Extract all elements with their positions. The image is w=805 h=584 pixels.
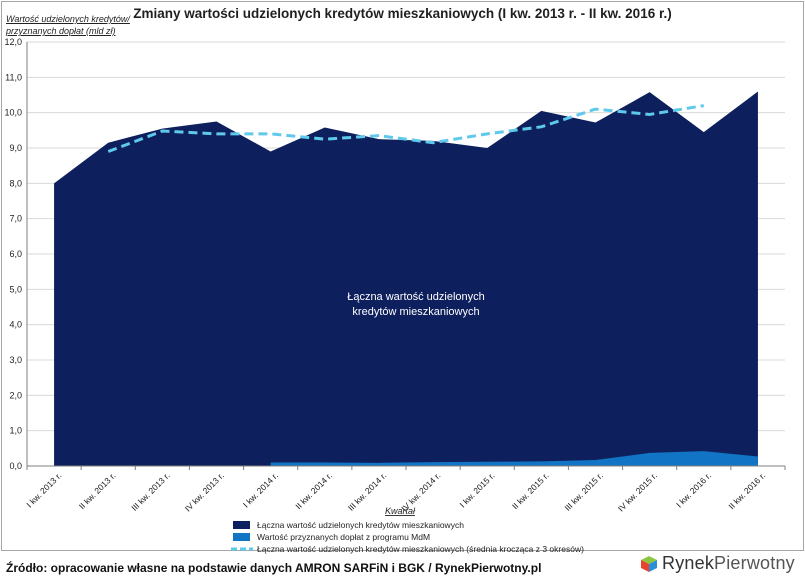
- x-tick-label: I kw. 2013 r.: [24, 470, 63, 509]
- logo-text-part2: Pierwotny: [714, 553, 795, 573]
- line-series: [107, 104, 705, 153]
- y-axis-label-line2: przyznanych dopłat (mld zł): [6, 26, 116, 36]
- y-tick-label: 2,0: [9, 390, 22, 400]
- x-tick-label: II kw. 2014 r.: [293, 470, 334, 511]
- y-axis-label-line1: Wartość udzielonych kredytów/: [6, 14, 130, 24]
- y-tick-label: 5,0: [9, 284, 22, 294]
- y-tick-labels: 0,0 1,0 2,0 3,0 4,0 5,0 6,0 7,0 8,0 9,0 10,0 11,0 12…: [4, 37, 22, 471]
- line-moving-average: [107, 104, 705, 153]
- x-tick-label: I kw. 2015 r.: [457, 470, 496, 509]
- area-series: [54, 91, 758, 466]
- y-tick-label: 6,0: [9, 249, 22, 259]
- logo[interactable]: RynekPierwotny: [640, 553, 795, 574]
- area-annotation-line1: Łączna wartość udzielonych: [347, 291, 485, 303]
- area-annotation-line2: kredytów mieszkaniowych: [352, 306, 479, 318]
- chart-title: Zmiany wartości udzielonych kredytów mie…: [133, 6, 672, 21]
- area-total-credit: [54, 91, 758, 466]
- y-tick-label: 10,0: [4, 108, 22, 118]
- x-axis-label: Kwartał: [385, 506, 416, 516]
- y-tick-label: 9,0: [9, 143, 22, 153]
- y-tick-label: 8,0: [9, 178, 22, 188]
- axes: [26, 42, 786, 470]
- legend-swatch-total: [233, 521, 250, 529]
- x-tick-label: II kw. 2016 r.: [727, 470, 768, 511]
- area-mdm-subsidies: [270, 451, 758, 466]
- legend-label: Łączna wartość udzielonych kredytów mies…: [257, 520, 464, 530]
- logo-text-part1: Rynek: [662, 553, 715, 573]
- x-tick-label: III kw. 2015 r.: [562, 470, 604, 512]
- x-tick-label: III kw. 2013 r.: [129, 470, 171, 512]
- x-tick-label: I kw. 2016 r.: [674, 470, 713, 509]
- y-tick-label: 12,0: [4, 37, 22, 47]
- y-tick-label: 1,0: [9, 426, 22, 436]
- y-axis-label: Wartość udzielonych kredytów/ przyznanyc…: [6, 13, 130, 37]
- logo-text: RynekPierwotny: [662, 553, 795, 574]
- source-note: Źródło: opracowanie własne na podstawie …: [6, 561, 542, 575]
- y-tick-label: 4,0: [9, 320, 22, 330]
- x-tick-label: III kw. 2014 r.: [346, 470, 388, 512]
- x-tick-label: IV kw. 2015 r.: [616, 470, 659, 513]
- legend-label: Wartość przyznanych dopłat z programu Md…: [257, 532, 430, 542]
- logo-cube-icon: [641, 555, 657, 572]
- y-tick-label: 11,0: [5, 72, 22, 82]
- x-tick-label: IV kw. 2013 r.: [183, 470, 226, 513]
- y-tick-label: 7,0: [9, 214, 22, 224]
- legend-swatch-mdm: [233, 533, 250, 541]
- legend: Łączna wartość udzielonych kredytów mies…: [231, 520, 584, 554]
- y-tick-label: 3,0: [9, 355, 22, 365]
- x-tick-label: II kw. 2015 r.: [510, 470, 551, 511]
- legend-label: Łączna wartość udzielonych kredytów mies…: [257, 544, 584, 554]
- y-tick-label: 0,0: [9, 461, 22, 471]
- x-tick-label: I kw. 2014 r.: [241, 470, 280, 509]
- x-tick-label: II kw. 2013 r.: [77, 470, 118, 511]
